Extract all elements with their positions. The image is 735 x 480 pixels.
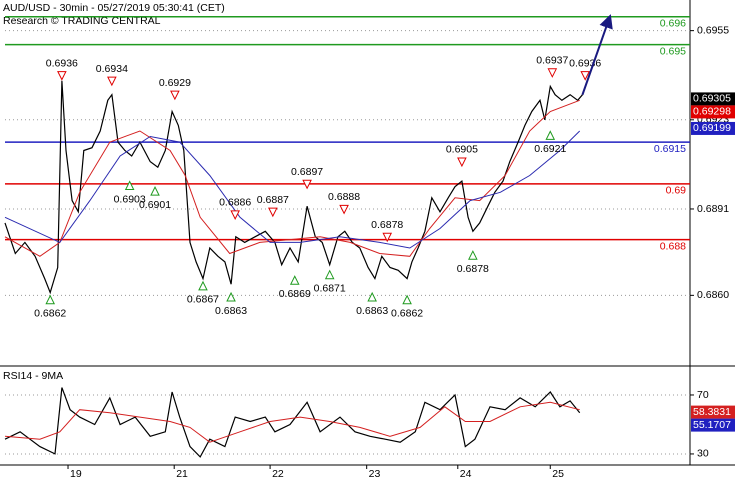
series-line xyxy=(4,401,580,443)
high-marker xyxy=(302,179,312,190)
low-marker xyxy=(545,130,556,140)
chart-subtitle: Research © TRADING CENTRAL xyxy=(3,15,161,27)
level-label: 0.6915 xyxy=(654,143,686,155)
high-marker xyxy=(580,71,591,81)
level-label: 0.688 xyxy=(660,240,686,252)
level-label: 0.696 xyxy=(660,17,686,29)
price-label: 0.69199 xyxy=(693,122,731,134)
price-label-box xyxy=(691,418,735,432)
price-label: 55.1707 xyxy=(693,419,731,431)
high-marker xyxy=(339,204,349,215)
low-marker xyxy=(367,291,377,302)
y-tick-label: 0.6891 xyxy=(697,203,729,215)
high-label: 0.6887 xyxy=(257,194,289,206)
level-label: 0.69 xyxy=(666,185,687,197)
low-marker xyxy=(150,185,160,196)
x-tick-label: 22 xyxy=(272,468,284,480)
high-marker xyxy=(57,71,67,81)
low-marker xyxy=(324,269,335,280)
forecast-arrow xyxy=(581,14,613,96)
price-label: 58.3831 xyxy=(693,406,731,418)
price-label-box xyxy=(691,121,735,135)
chart-title: AUD/USD - 30min - 05/27/2019 05:30:41 (C… xyxy=(3,2,225,14)
high-marker xyxy=(457,157,467,168)
low-label: 0.6871 xyxy=(314,282,346,294)
high-label: 0.6936 xyxy=(46,57,78,69)
low-label: 0.6862 xyxy=(391,308,423,320)
low-label: 0.6863 xyxy=(215,305,247,317)
x-tick-label: 23 xyxy=(369,468,381,480)
series-line xyxy=(4,80,583,295)
high-label: 0.6886 xyxy=(219,197,251,209)
y-tick-label: 70 xyxy=(697,389,709,401)
low-marker xyxy=(289,275,300,285)
high-label: 0.6888 xyxy=(328,191,360,203)
high-label: 0.6929 xyxy=(159,77,191,89)
low-label: 0.6921 xyxy=(534,143,566,155)
price-label: 0.69305 xyxy=(693,93,731,105)
low-marker xyxy=(124,180,135,191)
high-marker xyxy=(268,207,278,218)
price-label-box xyxy=(691,92,735,106)
x-tick-label: 21 xyxy=(176,468,188,480)
price-label-box xyxy=(691,105,735,119)
low-marker xyxy=(45,294,56,305)
y-tick-label: 30 xyxy=(697,448,709,460)
price-label-box xyxy=(691,405,735,419)
y-tick-label: 0.6860 xyxy=(697,289,729,301)
low-label: 0.6903 xyxy=(114,193,146,205)
low-label: 0.6863 xyxy=(356,305,388,317)
series-line xyxy=(4,99,580,257)
high-label: 0.6878 xyxy=(371,219,403,231)
low-label: 0.6867 xyxy=(187,294,219,306)
level-label: 0.695 xyxy=(660,45,686,57)
high-label: 0.6936 xyxy=(569,57,601,69)
high-marker xyxy=(107,76,117,87)
low-label: 0.6878 xyxy=(457,263,489,275)
y-tick-label: 0.6955 xyxy=(697,24,729,36)
high-marker xyxy=(230,210,240,221)
low-label: 0.6901 xyxy=(139,199,171,211)
series-line xyxy=(4,130,581,249)
low-label: 0.6869 xyxy=(279,288,311,300)
chart-title: RSI14 - 9MA xyxy=(3,370,63,382)
low-marker xyxy=(402,294,412,305)
high-label: 0.6905 xyxy=(446,144,478,156)
high-marker xyxy=(170,90,180,101)
low-marker xyxy=(198,280,208,291)
x-tick-label: 24 xyxy=(460,468,472,480)
low-marker xyxy=(226,291,236,302)
x-tick-label: 19 xyxy=(70,468,82,480)
price-label: 0.69298 xyxy=(693,106,731,118)
x-tick-label: 25 xyxy=(552,468,564,480)
high-label: 0.6937 xyxy=(536,55,568,67)
low-marker xyxy=(468,250,478,260)
low-label: 0.6862 xyxy=(34,308,66,320)
high-marker xyxy=(547,68,558,78)
high-label: 0.6934 xyxy=(96,63,128,75)
high-label: 0.6897 xyxy=(291,166,323,178)
series-line xyxy=(4,387,581,458)
high-marker xyxy=(382,232,393,243)
